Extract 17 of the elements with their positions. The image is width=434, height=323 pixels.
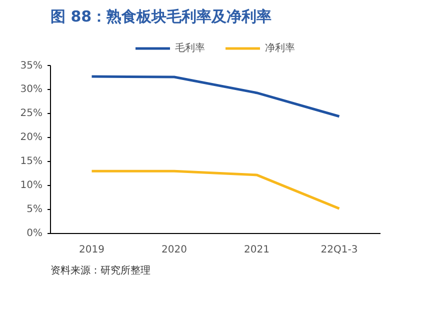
y-tick-label: 20% (20, 132, 43, 143)
x-tick-label: 2021 (244, 244, 270, 256)
y-tick-label: 5% (26, 204, 43, 215)
y-tick-label: 35% (20, 60, 43, 72)
x-tick-label: 22Q1-3 (320, 244, 358, 256)
y-tick-label: 0% (26, 228, 43, 239)
x-tick-label: 2019 (79, 244, 104, 256)
legend-label: 毛利率 (175, 42, 205, 55)
chart-title: 图 88：熟食板块毛利率及净利率 (50, 8, 272, 26)
y-tick-label: 10% (20, 180, 43, 191)
y-tick-label: 25% (20, 108, 43, 119)
legend-label: 净利率 (265, 42, 295, 55)
y-tick-label: 15% (20, 156, 43, 167)
y-tick-label: 30% (20, 84, 43, 95)
x-tick-label: 2020 (162, 244, 187, 256)
text: 资料来源：研究所整理 (50, 264, 150, 276)
line-series (90, 75, 340, 118)
